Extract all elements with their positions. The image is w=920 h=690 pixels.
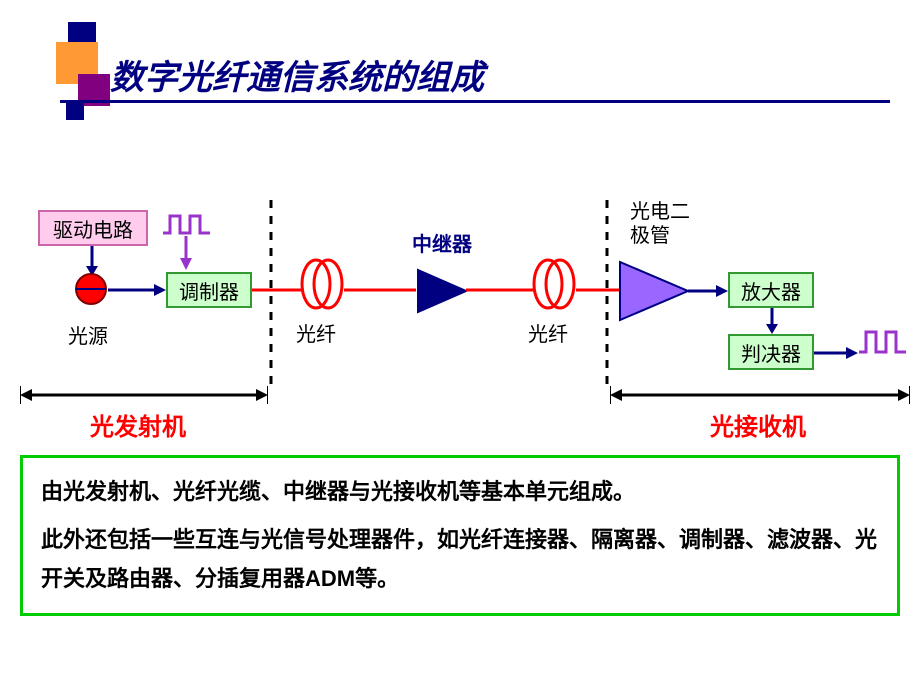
bracket-arrow-icon bbox=[610, 386, 910, 404]
bracket-arrow-icon bbox=[20, 386, 268, 404]
pulse-signal-icon bbox=[856, 324, 916, 358]
modulator-block: 调制器 bbox=[166, 272, 252, 308]
system-diagram: 驱动电路 光源 调制器 光纤 中继器 bbox=[0, 190, 920, 430]
light-source-label: 光源 bbox=[68, 320, 108, 349]
driver-label: 驱动电路 bbox=[53, 214, 133, 243]
fiber1-label: 光纤 bbox=[296, 318, 336, 347]
amplifier-label: 放大器 bbox=[741, 276, 801, 305]
receiver-label: 光接收机 bbox=[710, 407, 806, 442]
fiber-line bbox=[466, 286, 534, 294]
arrow-right-icon bbox=[688, 282, 728, 300]
arrow-right-icon bbox=[108, 280, 166, 300]
repeater-label: 中继器 bbox=[412, 228, 472, 257]
section-divider bbox=[268, 200, 274, 390]
fiber-line bbox=[344, 286, 416, 294]
pulse-signal-icon bbox=[158, 208, 228, 272]
arrow-right-icon bbox=[814, 344, 858, 362]
light-source-icon bbox=[74, 272, 108, 306]
driver-block: 驱动电路 bbox=[38, 210, 148, 246]
amplifier-block: 放大器 bbox=[728, 272, 814, 308]
arrow-down-icon bbox=[762, 308, 782, 334]
fiber2-label: 光纤 bbox=[528, 318, 568, 347]
description-p2: 此外还包括一些互连与光信号处理器件，如光纤连接器、隔离器、调制器、滤波器、光开关… bbox=[41, 520, 879, 599]
description-p1: 由光发射机、光纤光缆、中继器与光接收机等基本单元组成。 bbox=[41, 472, 879, 512]
photodiode-label-2: 极管 bbox=[630, 224, 690, 248]
repeater-icon bbox=[416, 268, 468, 314]
decider-label: 判决器 bbox=[741, 338, 801, 367]
description-box: 由光发射机、光纤光缆、中继器与光接收机等基本单元组成。 此外还包括一些互连与光信… bbox=[20, 455, 900, 616]
fiber-coil-icon bbox=[298, 256, 348, 316]
section-divider bbox=[604, 200, 610, 390]
deco-square bbox=[66, 102, 84, 120]
decider-block: 判决器 bbox=[728, 334, 814, 370]
photodiode-label-1: 光电二 bbox=[630, 200, 690, 224]
transmitter-label: 光发射机 bbox=[90, 407, 186, 442]
photodiode-label: 光电二 极管 bbox=[630, 200, 690, 248]
page-title: 数字光纤通信系统的组成 bbox=[110, 50, 484, 99]
fiber-coil-icon bbox=[530, 256, 580, 316]
modulator-label: 调制器 bbox=[179, 276, 239, 305]
title-underline bbox=[60, 100, 890, 103]
photodiode-icon bbox=[618, 260, 690, 322]
fiber-line bbox=[576, 286, 620, 294]
fiber-line bbox=[252, 286, 304, 294]
